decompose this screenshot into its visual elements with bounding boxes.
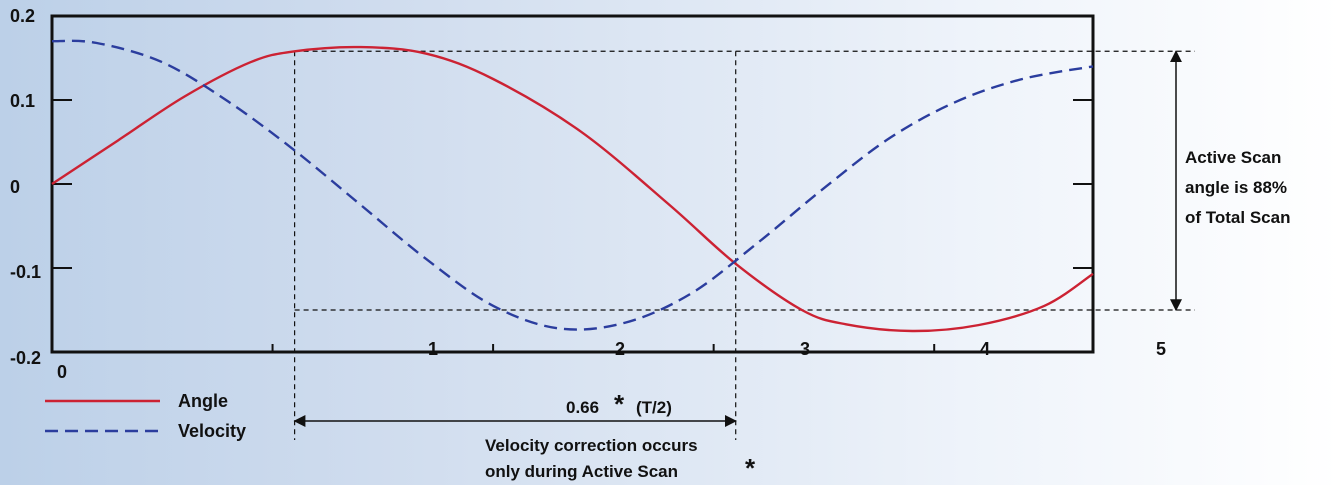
x-tick-label: 0 <box>57 362 67 382</box>
x-tick-label: 3 <box>800 339 810 359</box>
y-tick-label: 0.1 <box>10 91 35 111</box>
x-tick-label: 5 <box>1156 339 1166 359</box>
x-tick-label: 1 <box>428 339 438 359</box>
interval-label: 0.66 <box>566 398 599 417</box>
legend: Angle Velocity <box>45 391 246 441</box>
correction-note-line: only during Active Scan <box>485 462 678 481</box>
correction-star: * <box>745 453 756 483</box>
y-tick-label: 0 <box>10 177 20 197</box>
interval-suffix: (T/2) <box>636 398 672 417</box>
y-tick-label: -0.2 <box>10 348 41 368</box>
legend-label-velocity: Velocity <box>178 421 246 441</box>
y-tick-label: -0.1 <box>10 262 41 282</box>
series-line-velocity <box>51 39 1094 331</box>
series-line-angle <box>51 45 1094 333</box>
axis-tick-labels: 0.2 0.1 0 -0.1 -0.2 0 1 2 3 4 5 <box>10 6 1166 382</box>
interval-star: * <box>614 389 625 419</box>
plot-border <box>50 14 1095 354</box>
x-tick-label: 4 <box>980 339 990 359</box>
annotations: Active Scan angle is 88% of Total Scan 0.66… <box>485 148 1290 483</box>
axis-ticks <box>52 99 1093 352</box>
x-tick-label: 2 <box>615 339 625 359</box>
plot-frame <box>50 14 1095 354</box>
active-scan-note-line: Active Scan <box>1185 148 1281 167</box>
y-tick-label: 0.2 <box>10 6 35 26</box>
series-lines <box>51 39 1094 333</box>
correction-note-line: Velocity correction occurs <box>485 436 698 455</box>
active-scan-note-line: angle is 88% <box>1185 178 1287 197</box>
active-scan-note-line: of Total Scan <box>1185 208 1290 227</box>
legend-label-angle: Angle <box>178 391 228 411</box>
active-scan-guides <box>293 50 1195 440</box>
